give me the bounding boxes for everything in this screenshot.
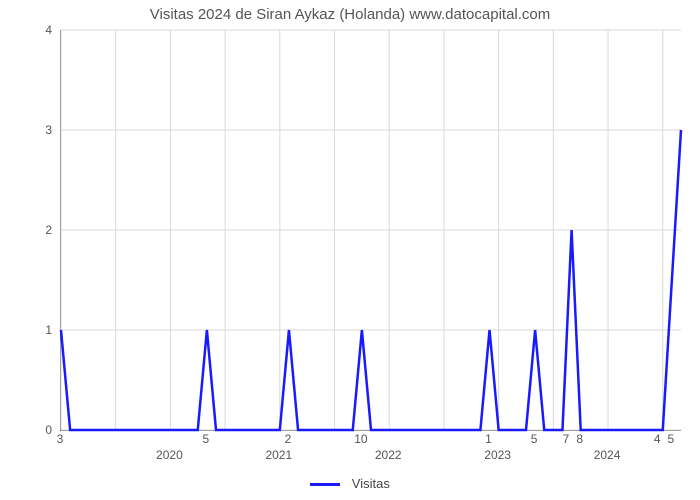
x-year-label: 2020 [156, 448, 183, 462]
x-value-label: 1 [485, 432, 492, 446]
x-value-label: 4 [654, 432, 661, 446]
x-year-label: 2023 [484, 448, 511, 462]
chart-container: Visitas 2024 de Siran Aykaz (Holanda) ww… [0, 0, 700, 500]
x-value-label: 3 [57, 432, 64, 446]
x-value-label: 8 [576, 432, 583, 446]
y-tick-label: 4 [22, 23, 52, 37]
y-tick-label: 1 [22, 323, 52, 337]
visitas-line [61, 130, 681, 430]
x-value-label: 2 [285, 432, 292, 446]
y-tick-label: 3 [22, 123, 52, 137]
x-value-label: 10 [354, 432, 367, 446]
chart-svg [61, 30, 681, 430]
x-value-label: 5 [203, 432, 210, 446]
x-value-label: 7 [563, 432, 570, 446]
x-year-label: 2022 [375, 448, 402, 462]
legend: Visitas [0, 476, 700, 491]
legend-label: Visitas [352, 476, 390, 491]
x-year-label: 2024 [594, 448, 621, 462]
x-value-label: 5 [668, 432, 675, 446]
chart-title: Visitas 2024 de Siran Aykaz (Holanda) ww… [0, 6, 700, 23]
x-value-label: 5 [531, 432, 538, 446]
legend-swatch [310, 483, 340, 486]
x-year-label: 2021 [265, 448, 292, 462]
y-tick-label: 0 [22, 423, 52, 437]
plot-area [60, 30, 681, 431]
y-tick-label: 2 [22, 223, 52, 237]
